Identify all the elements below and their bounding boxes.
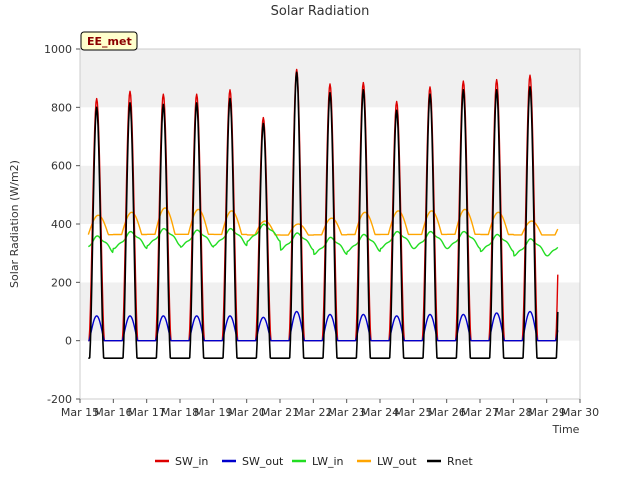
site-badge-box: [80, 31, 138, 51]
grid-band: [80, 340, 580, 399]
site-badge-label: EE_met: [87, 35, 132, 48]
y-tick-label: 200: [51, 276, 72, 289]
y-tick-label: 600: [51, 160, 72, 173]
grid-band: [80, 107, 580, 166]
x-tick-label: Mar 29: [528, 406, 566, 419]
x-tick-label: Mar 16: [94, 406, 132, 419]
y-tick-label: -200: [47, 393, 72, 406]
x-axis-title: Time: [552, 423, 580, 436]
grid-band: [80, 282, 580, 341]
grid-band: [80, 165, 580, 224]
x-tick-label: Mar 19: [194, 406, 232, 419]
x-tick-label: Mar 15: [61, 406, 99, 419]
y-tick-label: 0: [65, 335, 72, 348]
legend-label: LW_in: [312, 455, 344, 468]
y-axis-ticks: -200 0 200 400 600 800 1000: [44, 43, 80, 406]
x-tick-label: Mar 22: [294, 406, 332, 419]
x-tick-label: Mar 17: [128, 406, 166, 419]
x-tick-label: Mar 27: [461, 406, 499, 419]
legend-label: SW_in: [175, 455, 208, 468]
grid-band: [80, 224, 580, 283]
x-tick-label: Mar 20: [228, 406, 266, 419]
x-tick-label: Mar 26: [428, 406, 466, 419]
y-axis-title: Solar Radiation (W/m2): [8, 160, 21, 288]
legend-label: LW_out: [377, 455, 417, 468]
x-tick-label: Mar 25: [394, 406, 432, 419]
site-badge: EE_met: [80, 31, 138, 51]
legend-label: SW_out: [242, 455, 284, 468]
series-layer: [87, 68, 559, 359]
y-tick-label: 800: [51, 101, 72, 114]
x-tick-label: Mar 23: [328, 406, 366, 419]
x-tick-label: Mar 28: [494, 406, 532, 419]
chart-title: Solar Radiation: [271, 4, 370, 19]
x-tick-label: Mar 24: [361, 406, 399, 419]
legend-label: Rnet: [447, 455, 473, 468]
series-line-rnet: [88, 71, 559, 359]
background-bands: [80, 49, 580, 399]
x-tick-label: Mar 18: [161, 406, 199, 419]
y-tick-label: 1000: [44, 43, 72, 56]
y-tick-label: 400: [51, 218, 72, 231]
legend: SW_in SW_out LW_in LW_out Rnet: [155, 455, 473, 468]
x-tick-label: Mar 30: [561, 406, 599, 419]
x-tick-label: Mar 21: [261, 406, 299, 419]
